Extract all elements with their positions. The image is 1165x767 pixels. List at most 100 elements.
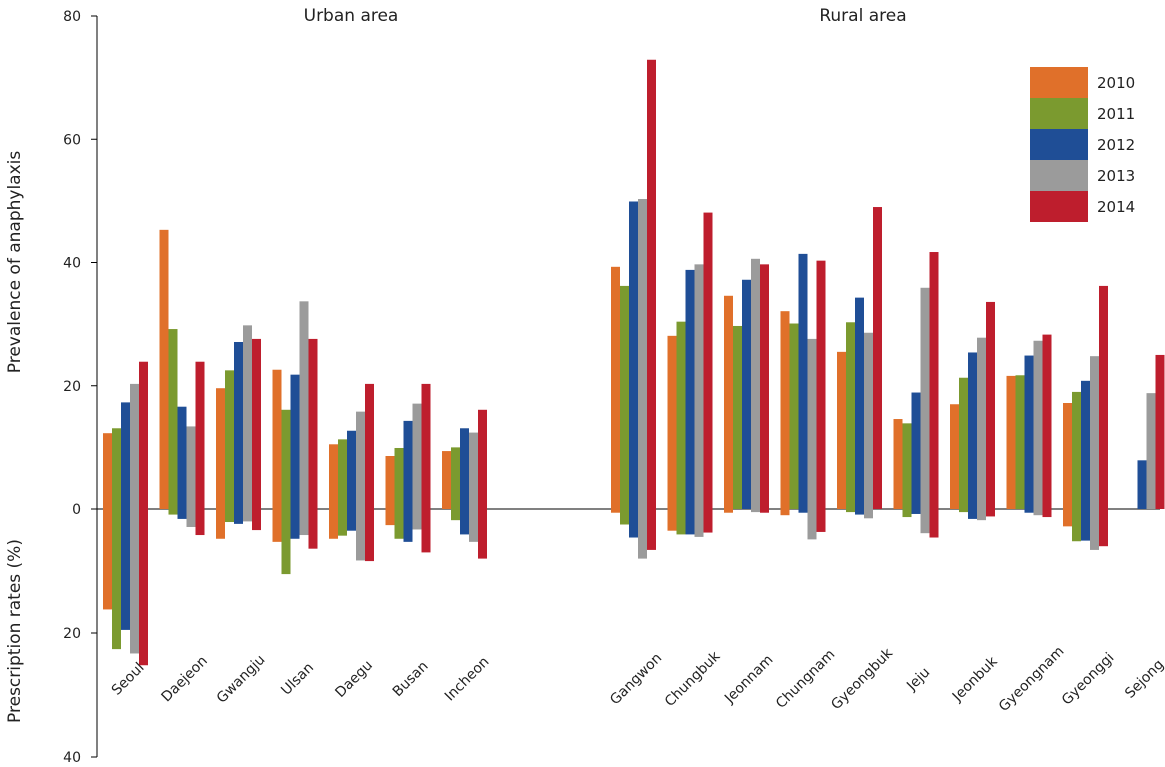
bar-prevalence-gwangju-2010	[216, 388, 225, 509]
bar-prevalence-gyeonggi-2014	[1099, 285, 1108, 509]
bar-prescription-jeju-2011	[902, 509, 912, 518]
bar-prescription-seoul-2013	[130, 509, 139, 654]
bar-prescription-incheon-2013	[469, 509, 478, 542]
bar-prevalence-gangwon-2011	[620, 285, 629, 509]
bar-prescription-jeonbuk-2014	[986, 509, 995, 517]
bar-prevalence-chungbuk-2012	[685, 269, 695, 509]
bar-prescription-jeonbuk-2011	[959, 509, 968, 513]
category-label-gyeongbuk: Gyeongbuk	[828, 645, 896, 713]
bar-prescription-gwangju-2012	[234, 509, 243, 524]
bar-prescription-jeonbuk-2013	[977, 509, 986, 521]
bar-prescription-gyeonggi-2014	[1099, 509, 1108, 547]
bar-prevalence-gangwon-2014	[647, 59, 656, 509]
bar-prevalence-ulsan-2012	[290, 374, 300, 509]
bar-prescription-gyeongnam-2014	[1042, 509, 1052, 518]
bar-prescription-busan-2012	[403, 509, 413, 542]
bar-prevalence-busan-2012	[403, 420, 413, 509]
bar-prescription-seoul-2011	[112, 509, 121, 650]
bar-prescription-gwangju-2011	[225, 509, 234, 523]
y-tick-label-top-60: 60	[63, 132, 81, 148]
category-label-jeonbuk: Jeonbuk	[949, 653, 1001, 705]
bar-prevalence-seoul-2012	[121, 402, 130, 509]
category-label-gyeonggi: Gyeonggi	[1059, 650, 1118, 709]
bar-prescription-daegu-2013	[356, 509, 365, 561]
bar-prescription-gwangju-2014	[252, 509, 261, 531]
bar-prescription-ulsan-2013	[299, 509, 309, 536]
bar-prevalence-jeonnam-2010	[724, 295, 733, 509]
bar-prevalence-jeju-2013	[920, 287, 930, 509]
category-label-seoul: Seoul	[109, 660, 148, 699]
bar-prevalence-busan-2010	[385, 456, 395, 509]
bar-prescription-seoul-2010	[103, 509, 112, 610]
bar-prevalence-seoul-2010	[103, 433, 112, 509]
bar-prevalence-gyeongnam-2012	[1024, 355, 1034, 509]
y-tick-label-top-80: 80	[63, 9, 81, 25]
bar-prescription-gwangju-2010	[216, 509, 225, 539]
category-label-busan: Busan	[390, 658, 432, 700]
bar-prevalence-daejeon-2011	[168, 329, 178, 509]
bar-prescription-gyeongbuk-2013	[864, 509, 873, 519]
bar-prevalence-ulsan-2014	[308, 338, 318, 509]
legend-label-2012: 2012	[1097, 136, 1135, 154]
bar-prevalence-daegu-2014	[365, 383, 374, 509]
labels: Seoul Daejeon Gwangju Ulsan Daegu Busan Incheo…	[109, 643, 1165, 715]
category-label-sejong: Sejong	[1122, 657, 1165, 702]
bar-prevalence-chungbuk-2014	[703, 212, 713, 510]
bar-prescription-ulsan-2010	[272, 509, 282, 542]
bar-prescription-chungbuk-2011	[676, 509, 686, 535]
bar-prevalence-chungnam-2010	[780, 311, 790, 509]
bar-prevalence-jeonbuk-2014	[986, 301, 995, 509]
y-tick-label-top-20: 20	[63, 379, 81, 395]
y-tick-label-bottom-40: 40	[63, 750, 81, 766]
bar-prescription-jeju-2012	[911, 509, 921, 514]
bar-prevalence-sejong-2013	[1146, 393, 1156, 509]
group-label-rural: Rural area	[819, 6, 906, 26]
bar-prevalence-gyeongnam-2013	[1033, 340, 1043, 509]
bar-prescription-gangwon-2013	[638, 509, 647, 559]
bar-prevalence-gyeongbuk-2010	[837, 351, 846, 509]
group-label-urban: Urban area	[304, 6, 399, 26]
bar-prevalence-chungbuk-2010	[667, 335, 677, 509]
bar-prevalence-gyeongbuk-2013	[864, 332, 873, 509]
bar-prescription-seoul-2014	[139, 509, 148, 666]
bar-prevalence-chungnam-2014	[816, 260, 826, 509]
bar-prescription-chungnam-2012	[798, 509, 808, 513]
bar-prevalence-gyeonggi-2010	[1063, 403, 1072, 509]
bar-prevalence-daejeon-2012	[177, 406, 187, 509]
bar-prevalence-incheon-2012	[460, 428, 469, 509]
category-label-chungbuk: Chungbuk	[662, 648, 724, 710]
bar-prevalence-daejeon-2010	[159, 229, 169, 509]
bar-prescription-ulsan-2011	[281, 509, 291, 575]
bar-prescription-gyeonggi-2012	[1081, 509, 1090, 541]
bar-prevalence-busan-2011	[394, 447, 404, 509]
category-label-jeonnam: Jeonnam	[721, 652, 776, 707]
bar-prevalence-ulsan-2011	[281, 409, 291, 509]
bar-prescription-daejeon-2012	[177, 509, 187, 519]
bar-prescription-gyeongnam-2012	[1024, 509, 1034, 513]
bar-prevalence-incheon-2014	[478, 409, 487, 509]
bar-prevalence-jeju-2011	[902, 423, 912, 509]
legend-swatch-2013	[1030, 160, 1088, 191]
legend-label-2011: 2011	[1097, 105, 1135, 123]
bar-prevalence-jeonnam-2014	[760, 264, 769, 509]
bar-prevalence-jeju-2014	[929, 252, 939, 509]
bar-prevalence-gyeongbuk-2012	[855, 297, 864, 509]
bar-prevalence-daejeon-2013	[186, 426, 196, 509]
bar-prescription-gyeongnam-2013	[1033, 509, 1043, 516]
bar-prevalence-jeonnam-2011	[733, 325, 742, 509]
bar-prescription-chungnam-2010	[780, 509, 790, 516]
bar-prevalence-seoul-2013	[130, 383, 139, 509]
bar-prescription-daegu-2014	[365, 509, 374, 562]
category-label-ulsan: Ulsan	[278, 660, 317, 699]
bar-prevalence-ulsan-2013	[299, 301, 309, 509]
legend-swatch-2011	[1030, 98, 1088, 129]
bar-prevalence-chungbuk-2011	[676, 321, 686, 509]
bar-prescription-gyeongbuk-2011	[846, 509, 855, 513]
bar-prescription-gangwon-2010	[611, 509, 620, 513]
category-label-gwangju: Gwangju	[214, 652, 269, 707]
bar-prevalence-gyeonggi-2011	[1072, 391, 1081, 509]
bar-prescription-ulsan-2012	[290, 509, 300, 539]
bar-prevalence-gyeongbuk-2011	[846, 322, 855, 509]
bar-prevalence-jeju-2010	[893, 419, 903, 509]
bar-prevalence-gwangju-2013	[243, 325, 252, 509]
